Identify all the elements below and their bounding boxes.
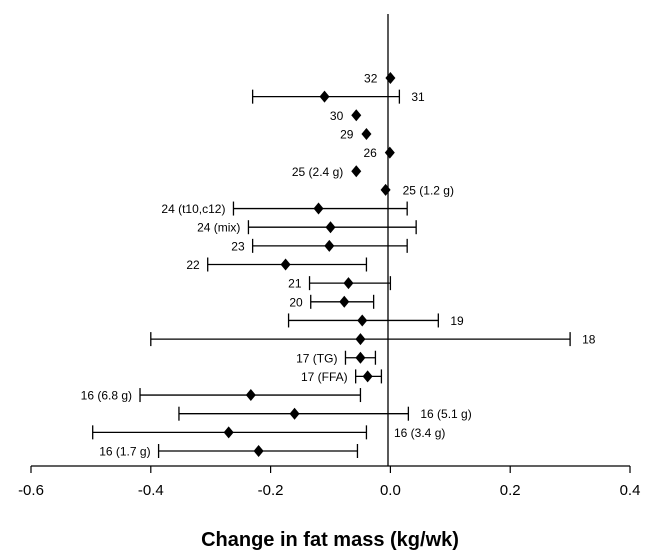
x-tick-label: -0.4	[138, 482, 164, 499]
x-tick-group: -0.6 -0.4 -0.2 0.0 0.2 0.4	[18, 466, 640, 499]
study-row: 16 (3.4 g)	[92, 425, 445, 440]
point-estimate-diamond	[289, 407, 300, 420]
point-estimate-diamond	[351, 165, 362, 178]
study-row: 21	[288, 276, 392, 291]
study-row: 17 (FFA)	[301, 369, 383, 384]
study-row: 16 (1.7 g)	[99, 444, 359, 459]
study-row: 16 (6.8 g)	[81, 388, 362, 403]
study-row: 30	[330, 109, 362, 123]
point-estimate-diamond	[351, 109, 362, 122]
study-row: 19	[287, 313, 464, 328]
study-label: 19	[450, 314, 464, 328]
study-label: 24 (mix)	[197, 221, 240, 235]
study-row: 25 (2.4 g)	[292, 165, 362, 179]
study-label: 16 (5.1 g)	[420, 407, 471, 421]
study-row: 25 (1.2 g)	[380, 183, 454, 197]
study-label: 18	[582, 333, 596, 347]
study-label: 23	[231, 239, 245, 253]
study-label: 25 (2.4 g)	[292, 165, 343, 179]
study-label: 31	[411, 90, 425, 104]
study-label: 25 (1.2 g)	[403, 183, 454, 197]
x-tick-label: -0.6	[18, 482, 44, 499]
point-estimate-diamond	[357, 314, 368, 327]
study-label: 16 (1.7 g)	[99, 445, 150, 459]
study-label: 17 (TG)	[296, 351, 337, 365]
study-row: 31	[251, 89, 425, 104]
study-row: 18	[150, 332, 596, 347]
study-row: 26	[363, 146, 395, 160]
study-row: 29	[340, 127, 372, 141]
point-estimate-diamond	[280, 258, 291, 271]
point-estimate-diamond	[385, 72, 396, 84]
study-row: 23	[231, 238, 408, 253]
study-label: 17 (FFA)	[301, 370, 348, 384]
x-tick-label: 0.2	[500, 482, 521, 499]
x-axis-title: Change in fat mass (kg/wk)	[201, 529, 459, 551]
point-estimate-diamond	[324, 239, 335, 252]
x-tick-label: 0.0	[380, 482, 401, 499]
point-estimate-diamond	[355, 333, 366, 346]
study-label: 22	[186, 258, 200, 272]
point-estimate-diamond	[253, 445, 264, 457]
point-estimate-diamond	[362, 370, 373, 383]
point-estimate-diamond	[245, 389, 256, 402]
study-label: 21	[288, 277, 302, 291]
study-label: 32	[364, 72, 378, 86]
study-label: 29	[340, 127, 354, 141]
study-row: 17 (TG)	[296, 350, 377, 365]
study-row: 24 (mix)	[197, 220, 417, 235]
point-estimate-diamond	[313, 202, 324, 215]
point-estimate-diamond	[384, 146, 395, 159]
study-row: 32	[364, 72, 396, 86]
study-label: 30	[330, 109, 344, 123]
study-label: 20	[289, 295, 303, 309]
point-estimate-diamond	[339, 295, 350, 308]
point-estimate-diamond	[380, 183, 391, 196]
point-estimate-diamond	[223, 426, 234, 439]
x-tick-label: -0.2	[258, 482, 284, 499]
study-row: 22	[186, 257, 368, 272]
point-estimate-diamond	[361, 127, 372, 140]
study-label: 26	[363, 146, 377, 160]
study-row: 24 (t10,c12)	[161, 201, 408, 216]
point-estimate-diamond	[355, 351, 366, 364]
x-tick-label: 0.4	[620, 482, 641, 499]
point-estimate-diamond	[319, 90, 330, 103]
point-estimate-diamond	[325, 221, 336, 234]
study-label: 24 (t10,c12)	[161, 202, 225, 216]
study-label: 16 (3.4 g)	[394, 426, 445, 440]
study-row: 20	[289, 294, 375, 309]
study-row: 16 (5.1 g)	[178, 406, 472, 421]
study-rows: 32 31 30 29 26 25 (2.4 g) 25 (1.2 g) 24 (t10,c1…	[81, 72, 596, 459]
point-estimate-diamond	[343, 277, 354, 290]
study-label: 16 (6.8 g)	[81, 389, 132, 403]
